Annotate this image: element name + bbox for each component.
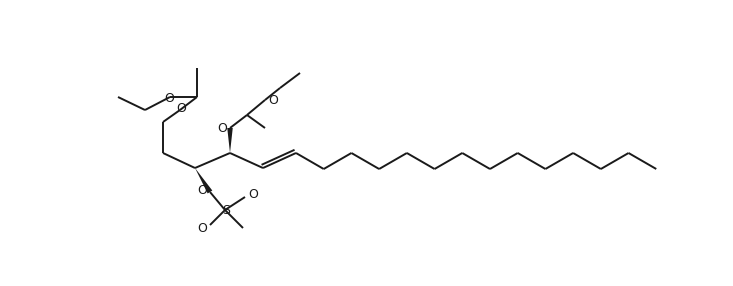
Text: O: O [268, 94, 278, 108]
Polygon shape [195, 168, 213, 193]
Text: S: S [222, 204, 230, 217]
Polygon shape [227, 128, 233, 153]
Text: O: O [197, 221, 207, 235]
Text: O: O [164, 92, 174, 104]
Text: O: O [197, 184, 207, 198]
Text: O: O [217, 122, 227, 136]
Text: O: O [176, 102, 186, 116]
Text: O: O [248, 188, 258, 202]
